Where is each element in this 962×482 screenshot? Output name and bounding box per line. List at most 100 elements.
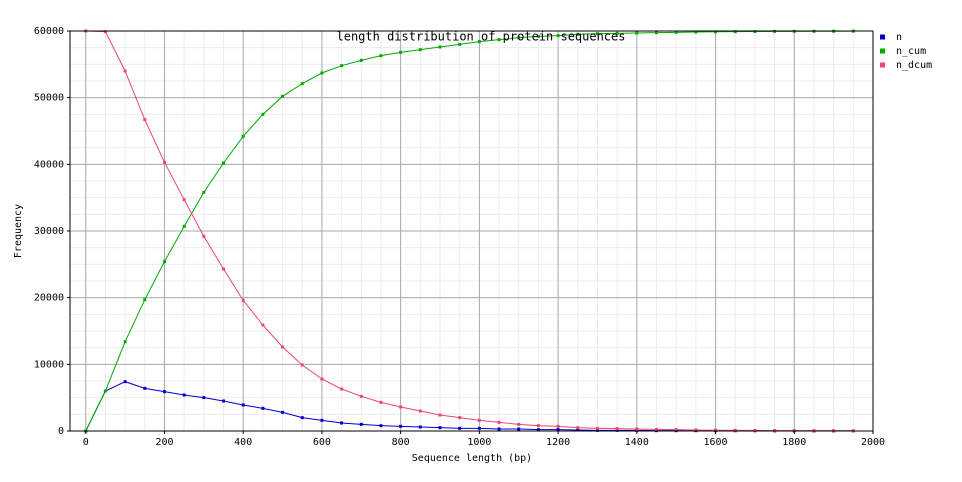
data-point [438,426,442,430]
data-point [595,426,599,430]
data-point [300,416,304,420]
series-line [85,30,854,432]
data-point [241,403,245,407]
data-point [556,424,560,428]
data-point [753,428,757,432]
y-tick-label: 50000 [34,93,64,104]
data-point [595,428,599,432]
data-point [458,416,462,420]
data-point [202,396,206,400]
data-point [379,424,383,428]
x-tick-label: 2000 [861,437,885,448]
data-point [202,234,206,238]
y-axis-label: Frequency [13,204,24,258]
data-point [123,380,127,384]
data-point [261,406,265,410]
y-tick-label: 20000 [34,293,64,304]
data-point [320,377,324,381]
data-point [595,32,599,36]
data-point [222,161,226,165]
data-point [477,40,481,44]
data-point [281,410,285,414]
data-point [615,31,619,35]
data-point [576,426,580,430]
data-point [674,30,678,34]
data-point [674,428,678,432]
data-point [222,399,226,403]
x-tick-label: 400 [234,437,252,448]
data-point [123,340,127,344]
y-tick-label: 60000 [34,26,64,37]
data-point [103,389,107,393]
series-line [85,30,854,432]
data-point [536,424,540,428]
data-point [497,38,501,42]
data-point [438,45,442,49]
data-point [202,190,206,194]
data-point [576,428,580,432]
data-point [241,134,245,138]
data-point [320,418,324,422]
data-point [359,58,363,62]
data-point [261,112,265,116]
data-point [517,427,521,431]
data-point [536,34,540,38]
data-point [162,390,166,394]
data-point [477,426,481,430]
y-tick-label: 40000 [34,159,64,170]
data-point [694,428,698,432]
legend-label: n_cum [896,46,926,57]
data-point [340,64,344,68]
data-point [300,363,304,367]
data-point [556,34,560,38]
data-point [655,427,659,431]
legend-swatch [880,62,885,68]
data-point [103,30,107,34]
data-point [733,30,737,34]
y-tick-label: 30000 [34,226,64,237]
data-point [162,160,166,164]
data-point [418,425,422,429]
data-point [379,54,383,58]
data-point [143,386,147,390]
x-tick-label: 1800 [782,437,806,448]
x-tick-label: 0 [83,437,89,448]
legend-swatch [880,48,885,54]
data-point [458,42,462,46]
data-point [241,298,245,302]
data-point [222,267,226,271]
data-point [438,413,442,417]
data-point [182,224,186,228]
x-axis-label: Sequence length (bp) [412,453,532,464]
x-tick-label: 1000 [467,437,491,448]
data-point [556,428,560,432]
data-point [714,30,718,34]
data-point [340,421,344,425]
x-tick-label: 1200 [546,437,570,448]
data-point [714,428,718,432]
data-point [497,420,501,424]
data-point [182,393,186,397]
data-point [281,94,285,98]
chart-title: length distribution of protein sequences [337,30,626,44]
grid [70,30,874,432]
data-point [359,422,363,426]
data-point [753,30,757,34]
data-point [281,345,285,349]
data-point [399,405,403,409]
data-point [497,427,501,431]
data-point [576,32,580,36]
data-point [477,418,481,422]
data-point [261,323,265,327]
x-tick-label: 1400 [625,437,649,448]
data-point [536,428,540,432]
data-point [517,422,521,426]
data-point [399,50,403,54]
x-tick-label: 800 [392,437,410,448]
data-point [655,31,659,35]
x-tick-label: 1600 [704,437,728,448]
data-point [143,298,147,302]
data-point [615,427,619,431]
data-point [458,426,462,430]
data-point [320,71,324,75]
